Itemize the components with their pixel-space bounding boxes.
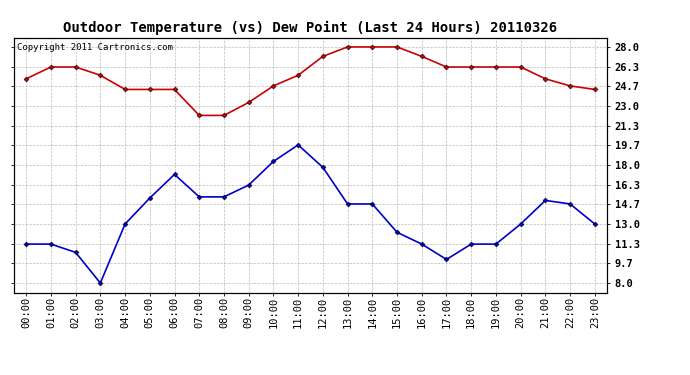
- Text: Copyright 2011 Cartronics.com: Copyright 2011 Cartronics.com: [17, 43, 172, 52]
- Title: Outdoor Temperature (vs) Dew Point (Last 24 Hours) 20110326: Outdoor Temperature (vs) Dew Point (Last…: [63, 21, 558, 35]
